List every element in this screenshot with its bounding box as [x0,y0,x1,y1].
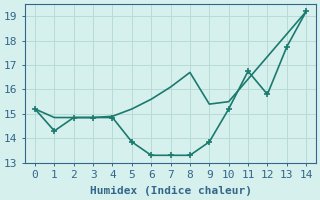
X-axis label: Humidex (Indice chaleur): Humidex (Indice chaleur) [90,186,252,196]
